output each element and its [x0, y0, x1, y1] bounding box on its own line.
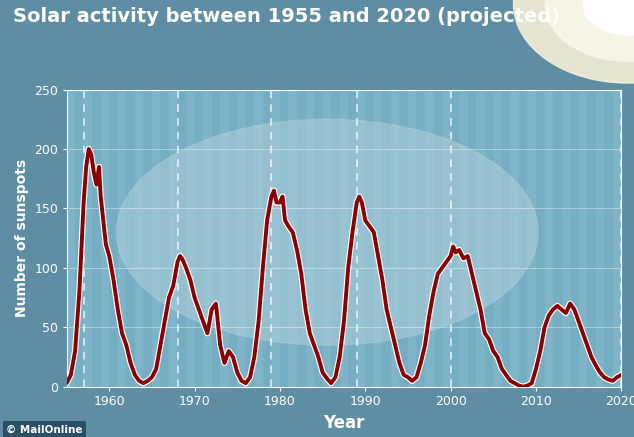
Bar: [271, 90, 280, 387]
Bar: [476, 90, 485, 387]
Bar: [570, 90, 579, 387]
Bar: [109, 90, 118, 387]
Bar: [169, 90, 178, 387]
Bar: [340, 90, 348, 387]
Bar: [579, 90, 587, 387]
Bar: [613, 90, 621, 387]
Bar: [408, 90, 417, 387]
Text: © MailOnline: © MailOnline: [6, 425, 83, 435]
Bar: [382, 90, 391, 387]
Bar: [536, 90, 545, 387]
Y-axis label: Number of sunspots: Number of sunspots: [15, 159, 29, 317]
Bar: [212, 90, 220, 387]
Bar: [596, 90, 604, 387]
Bar: [587, 90, 596, 387]
Bar: [203, 90, 212, 387]
Bar: [468, 90, 476, 387]
Bar: [510, 90, 519, 387]
Bar: [348, 90, 357, 387]
Bar: [280, 90, 288, 387]
Bar: [621, 90, 630, 387]
Bar: [246, 90, 254, 387]
Bar: [545, 90, 553, 387]
Bar: [399, 90, 408, 387]
Bar: [451, 90, 459, 387]
Bar: [297, 90, 306, 387]
Bar: [527, 90, 536, 387]
Bar: [263, 90, 271, 387]
Bar: [493, 90, 502, 387]
Bar: [425, 90, 434, 387]
Bar: [485, 90, 493, 387]
Bar: [357, 90, 365, 387]
Bar: [331, 90, 340, 387]
Bar: [314, 90, 323, 387]
Bar: [604, 90, 613, 387]
Bar: [229, 90, 237, 387]
Bar: [84, 90, 92, 387]
Bar: [459, 90, 468, 387]
Bar: [502, 90, 510, 387]
Bar: [553, 90, 562, 387]
Bar: [306, 90, 314, 387]
Bar: [75, 90, 84, 387]
Bar: [365, 90, 374, 387]
Bar: [391, 90, 399, 387]
Bar: [254, 90, 263, 387]
Bar: [220, 90, 229, 387]
Bar: [288, 90, 297, 387]
Bar: [160, 90, 169, 387]
Bar: [135, 90, 143, 387]
Bar: [434, 90, 442, 387]
Bar: [92, 90, 101, 387]
X-axis label: Year: Year: [323, 414, 365, 432]
Bar: [101, 90, 109, 387]
Bar: [186, 90, 195, 387]
Text: Solar activity between 1955 and 2020 (projected): Solar activity between 1955 and 2020 (pr…: [13, 7, 560, 25]
Bar: [178, 90, 186, 387]
Bar: [442, 90, 451, 387]
Bar: [237, 90, 246, 387]
Bar: [67, 90, 75, 387]
Circle shape: [117, 119, 538, 345]
Bar: [374, 90, 382, 387]
Bar: [152, 90, 160, 387]
Bar: [118, 90, 126, 387]
Bar: [323, 90, 331, 387]
Bar: [126, 90, 135, 387]
Bar: [417, 90, 425, 387]
Bar: [195, 90, 203, 387]
Bar: [562, 90, 570, 387]
Bar: [143, 90, 152, 387]
Bar: [519, 90, 527, 387]
